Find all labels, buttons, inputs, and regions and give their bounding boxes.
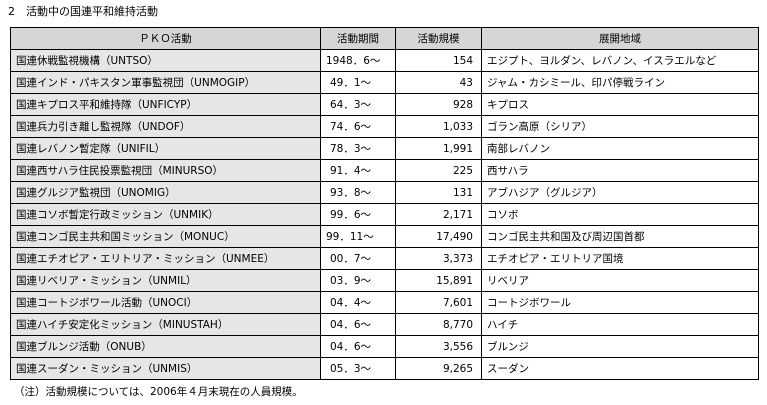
cell-period: 04．6～ — [320, 335, 396, 358]
cell-size: 1,033 — [395, 115, 482, 138]
cell-pko-name: 国連レバノン暫定隊（UNIFIL） — [10, 137, 321, 160]
cell-period: 91．4～ — [320, 159, 396, 182]
pko-table: ＰＫＯ活動 活動期間 活動規模 展開地域 国連休戦監視機構（UNTSO） 1948… — [10, 27, 759, 380]
cell-pko-name: 国連コンゴ民主共和国ミッション（MONUC） — [10, 225, 321, 248]
cell-period: 99．6～ — [320, 203, 396, 226]
cell-size: 3,556 — [395, 335, 482, 358]
cell-period: 93．8～ — [320, 181, 396, 204]
cell-pko-name: 国連インド・パキスタン軍事監視団（UNMOGIP） — [10, 71, 321, 94]
cell-pko-name: 国連リベリア・ミッション（UNMIL） — [10, 269, 321, 292]
header-pko-activity: ＰＫＯ活動 — [10, 27, 321, 50]
cell-region: 西サハラ — [481, 159, 759, 182]
table-header-row: ＰＫＯ活動 活動期間 活動規模 展開地域 — [10, 27, 759, 50]
cell-region: ジャム・カシミール、印パ停戦ライン — [481, 71, 759, 94]
cell-pko-name: 国連キプロス平和維持隊（UNFICYP） — [10, 93, 321, 116]
cell-pko-name: 国連休戦監視機構（UNTSO） — [10, 49, 321, 72]
table-row: 国連コートジボワール活動（UNOCI） 04．4～ 7,601 コートジボワール — [10, 291, 759, 314]
cell-period: 05．3～ — [320, 357, 396, 380]
table-row: 国連兵力引き離し監視隊（UNDOF） 74．6～ 1,033 ゴラン高原（シリア） — [10, 115, 759, 138]
cell-pko-name: 国連スーダン・ミッション（UNMIS） — [10, 357, 321, 380]
cell-region: ゴラン高原（シリア） — [481, 115, 759, 138]
cell-pko-name: 国連西サハラ住民投票監視団（MINURSO） — [10, 159, 321, 182]
cell-region: 南部レバノン — [481, 137, 759, 160]
table-row: 国連キプロス平和維持隊（UNFICYP） 64．3～ 928 キプロス — [10, 93, 759, 116]
cell-pko-name: 国連グルジア監視団（UNOMIG） — [10, 181, 321, 204]
cell-period: 04．6～ — [320, 313, 396, 336]
cell-size: 225 — [395, 159, 482, 182]
cell-size: 3,373 — [395, 247, 482, 270]
cell-region: コンゴ民主共和国及び周辺国首都 — [481, 225, 759, 248]
header-period: 活動期間 — [320, 27, 396, 50]
cell-pko-name: 国連ハイチ安定化ミッション（MINUSTAH） — [10, 313, 321, 336]
cell-pko-name: 国連兵力引き離し監視隊（UNDOF） — [10, 115, 321, 138]
header-size: 活動規模 — [395, 27, 482, 50]
cell-period: 03．9～ — [320, 269, 396, 292]
cell-size: 131 — [395, 181, 482, 204]
cell-period: 04．4～ — [320, 291, 396, 314]
cell-period: 99．11～ — [320, 225, 396, 248]
cell-region: コソボ — [481, 203, 759, 226]
cell-period: 74．6～ — [320, 115, 396, 138]
cell-pko-name: 国連コートジボワール活動（UNOCI） — [10, 291, 321, 314]
cell-region: アブハジア（グルジア） — [481, 181, 759, 204]
cell-region: コートジボワール — [481, 291, 759, 314]
table-row: 国連レバノン暫定隊（UNIFIL） 78．3～ 1,991 南部レバノン — [10, 137, 759, 160]
table-row: 国連休戦監視機構（UNTSO） 1948．6～ 154 エジプト、ヨルダン、レバノン、… — [10, 49, 759, 72]
footnote: （注）活動規模については、2006年４月末現在の人員規模。 — [14, 386, 303, 398]
cell-region: キプロス — [481, 93, 759, 116]
table-row: 国連エチオピア・エリトリア・ミッション（UNMEE） 00．7～ 3,373 エチオピ… — [10, 247, 759, 270]
table-row: 国連ブルンジ活動（ONUB） 04．6～ 3,556 ブルンジ — [10, 335, 759, 358]
cell-size: 928 — [395, 93, 482, 116]
table-row: 国連グルジア監視団（UNOMIG） 93．8～ 131 アブハジア（グルジア） — [10, 181, 759, 204]
table-row: 国連コソボ暫定行政ミッション（UNMIK） 99．6～ 2,171 コソボ — [10, 203, 759, 226]
cell-size: 7,601 — [395, 291, 482, 314]
cell-size: 1,991 — [395, 137, 482, 160]
table-row: 国連西サハラ住民投票監視団（MINURSO） 91．4～ 225 西サハラ — [10, 159, 759, 182]
cell-period: 1948．6～ — [320, 49, 396, 72]
page-title: 2 活動中の国連平和維持活動 — [8, 5, 158, 18]
cell-region: ハイチ — [481, 313, 759, 336]
table-row: 国連スーダン・ミッション（UNMIS） 05．3～ 9,265 スーダン — [10, 357, 759, 380]
cell-size: 17,490 — [395, 225, 482, 248]
cell-pko-name: 国連エチオピア・エリトリア・ミッション（UNMEE） — [10, 247, 321, 270]
cell-size: 43 — [395, 71, 482, 94]
cell-size: 8,770 — [395, 313, 482, 336]
cell-region: リベリア — [481, 269, 759, 292]
cell-region: ブルンジ — [481, 335, 759, 358]
cell-period: 00．7～ — [320, 247, 396, 270]
cell-period: 49．1～ — [320, 71, 396, 94]
cell-size: 2,171 — [395, 203, 482, 226]
table-row: 国連リベリア・ミッション（UNMIL） 03．9～ 15,891 リベリア — [10, 269, 759, 292]
cell-pko-name: 国連ブルンジ活動（ONUB） — [10, 335, 321, 358]
cell-region: エチオピア・エリトリア国境 — [481, 247, 759, 270]
table-row: 国連インド・パキスタン軍事監視団（UNMOGIP） 49．1～ 43 ジャム・カシミー… — [10, 71, 759, 94]
cell-size: 15,891 — [395, 269, 482, 292]
cell-period: 78．3～ — [320, 137, 396, 160]
cell-region: スーダン — [481, 357, 759, 380]
cell-size: 9,265 — [395, 357, 482, 380]
table-row: 国連コンゴ民主共和国ミッション（MONUC） 99．11～ 17,490 コンゴ民主共… — [10, 225, 759, 248]
header-region: 展開地域 — [481, 27, 759, 50]
cell-pko-name: 国連コソボ暫定行政ミッション（UNMIK） — [10, 203, 321, 226]
table-row: 国連ハイチ安定化ミッション（MINUSTAH） 04．6～ 8,770 ハイチ — [10, 313, 759, 336]
cell-period: 64．3～ — [320, 93, 396, 116]
cell-region: エジプト、ヨルダン、レバノン、イスラエルなど — [481, 49, 759, 72]
cell-size: 154 — [395, 49, 482, 72]
